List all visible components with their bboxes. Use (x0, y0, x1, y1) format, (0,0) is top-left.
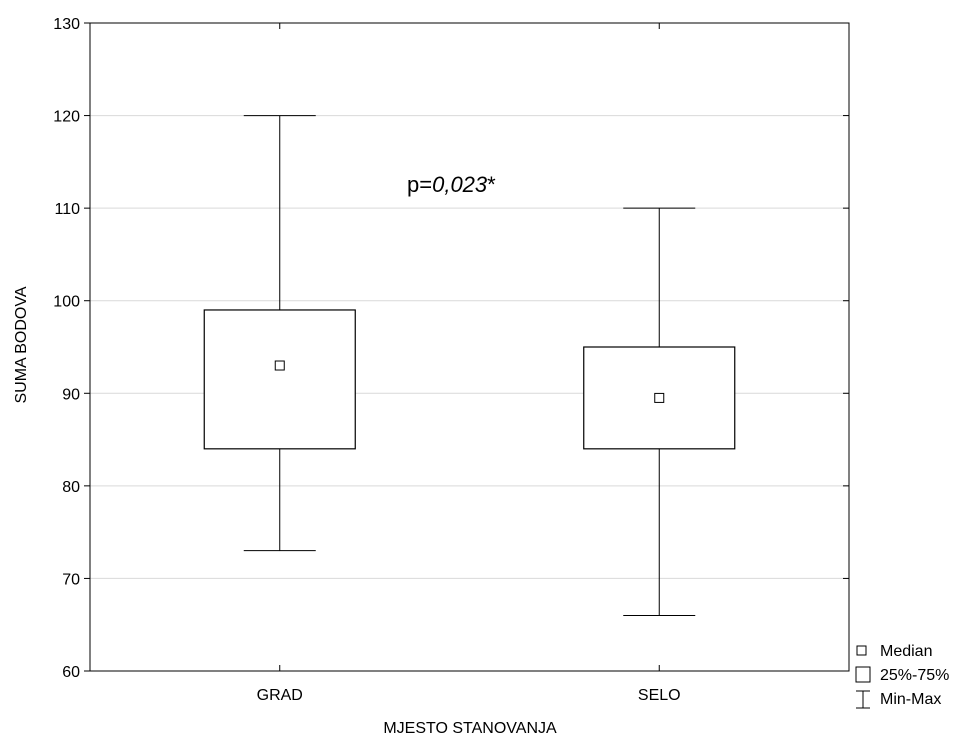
legend-item-whisker: Min-Max (856, 690, 941, 709)
y-tick-label: 70 (62, 571, 80, 588)
legend-label: Median (880, 643, 932, 660)
median-marker-icon (856, 645, 867, 656)
box-grad (203, 115, 356, 552)
whisker-icon (856, 690, 870, 709)
y-tick-label: 110 (54, 201, 80, 218)
y-tick-label: 130 (53, 16, 80, 33)
median-marker (274, 360, 285, 371)
legend-label: 25%-75% (880, 667, 949, 684)
y-tick-label: 120 (53, 109, 80, 126)
y-axis-title: SUMA BODOVA (13, 286, 30, 403)
box-series (203, 115, 736, 616)
iqr-box (203, 309, 356, 450)
y-tick-label: 90 (62, 386, 80, 403)
box-icon (855, 666, 871, 683)
x-axis-title: MJESTO STANOVANJA (383, 720, 557, 737)
x-tick-label: GRAD (257, 687, 303, 704)
plot-area-frame (89, 22, 850, 672)
box-selo (583, 207, 736, 616)
legend-item-median: Median (856, 643, 932, 660)
y-tick-label: 80 (62, 479, 80, 496)
x-tick-label: SELO (638, 687, 681, 704)
legend-label: Min-Max (880, 691, 941, 708)
y-axis: 60 70 80 90 100 110 120 130 (53, 16, 849, 681)
x-axis: GRAD SELO (257, 23, 681, 704)
median-marker (654, 392, 665, 403)
y-tick-label: 100 (53, 294, 80, 311)
legend-item-box: 25%-75% (855, 666, 949, 684)
p-value-annotation: p=0,023* (407, 172, 496, 197)
legend: Median 25%-75% Min-Max (855, 643, 949, 709)
y-tick-label: 60 (62, 664, 80, 681)
